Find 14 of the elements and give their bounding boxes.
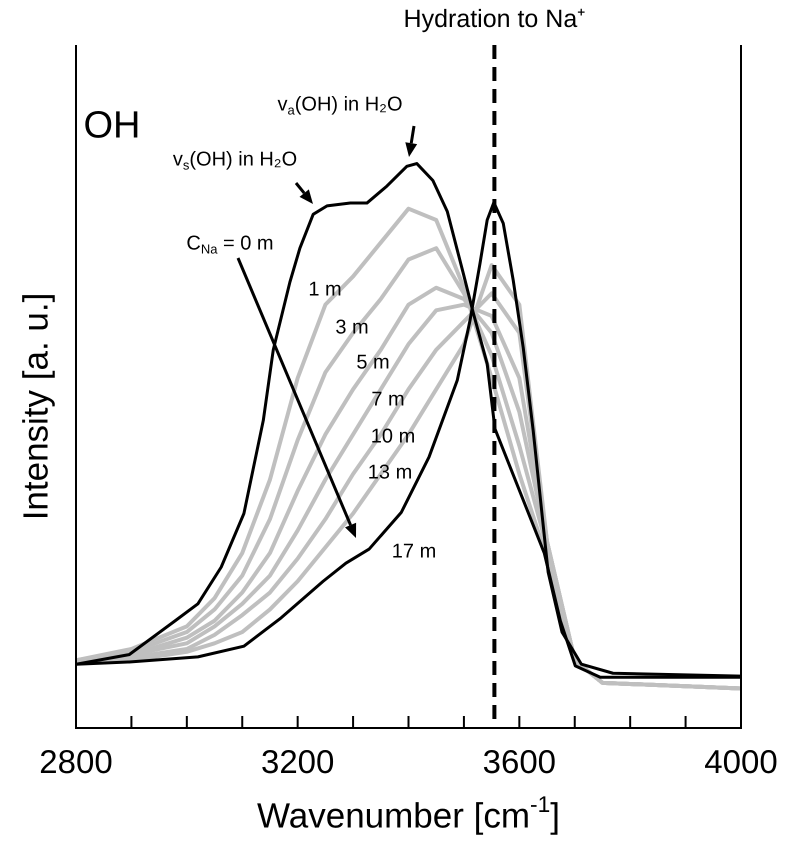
x-tick-label: 3600 [482,743,556,780]
series-label: 7 m [371,388,405,411]
series-label: 1 m [308,278,342,301]
x-tick-label: 2800 [39,743,113,780]
series-label: 10 m [370,426,416,448]
series-label: 5 m [356,352,390,374]
series-label: 17 m [392,540,436,563]
series-label: 3 m [335,316,369,339]
series-label: 13 m [368,462,412,484]
text: OH [84,104,140,146]
ref-line-label: Hydration to Na⁺ [404,4,586,33]
y-axis-title: Intensity [a. u.] [16,292,56,520]
x-tick-label: 3200 [260,743,334,780]
x-tick-label: 4000 [704,743,778,780]
